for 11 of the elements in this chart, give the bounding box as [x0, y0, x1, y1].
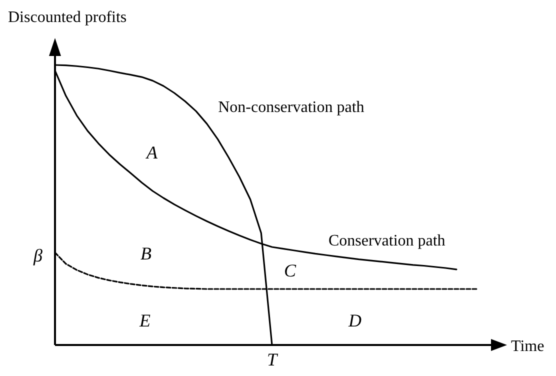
annotation: D	[348, 310, 362, 330]
annotation: A	[146, 142, 158, 162]
x-axis-title: Time	[511, 338, 544, 355]
annotation: E	[138, 310, 150, 330]
text: T	[266, 349, 279, 370]
text: β	[32, 245, 43, 266]
annotation: C	[284, 260, 297, 280]
series-label: Conservation path	[328, 232, 446, 250]
y-axis-title: Discounted profits	[8, 9, 127, 26]
series-label: Non-conservation path	[218, 98, 364, 116]
annotation: B	[140, 243, 152, 264]
